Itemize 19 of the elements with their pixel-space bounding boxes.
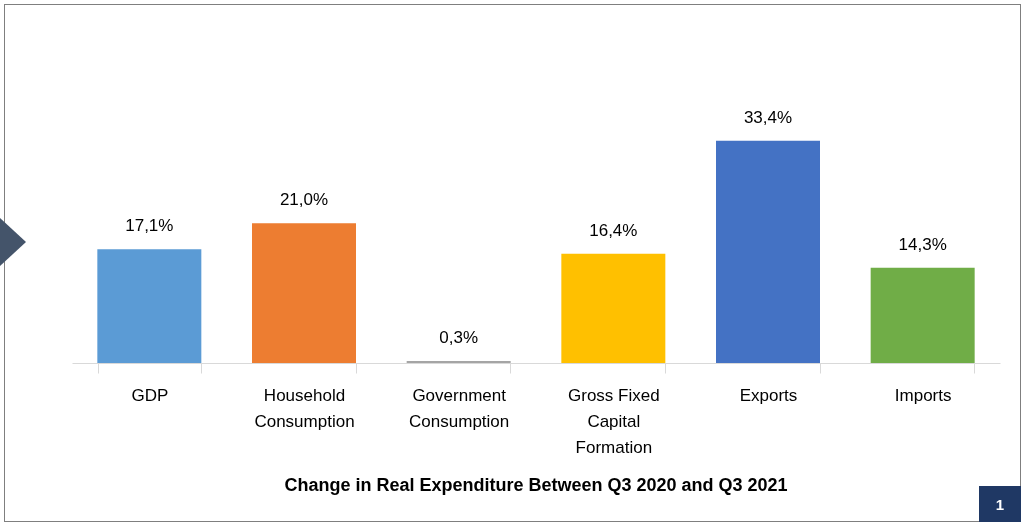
- data-label: 21,0%: [279, 190, 329, 210]
- data-label: 14,3%: [898, 234, 947, 254]
- text: 1: [979, 486, 1021, 522]
- bar: [870, 267, 975, 363]
- x-tick-label: Government Consumption: [409, 385, 510, 431]
- text: Change in Real Expenditure Between Q3 2020 and Q3 2021: [284, 475, 788, 495]
- data-label: 33,4%: [743, 107, 793, 127]
- data-label: 16,4%: [589, 220, 638, 240]
- data-label: 17,1%: [125, 216, 174, 236]
- x-tick-label: Imports: [894, 385, 952, 405]
- x-tick-label: Exports: [739, 385, 798, 405]
- bar: [252, 223, 356, 363]
- bar: [561, 253, 666, 363]
- x-tick-label: Household Consumption: [254, 385, 355, 431]
- x-tick-label: Gross Fixed Capital Formation: [568, 385, 660, 457]
- bar: [716, 140, 820, 363]
- bar: [97, 249, 202, 363]
- data-label: 0,3%: [439, 328, 479, 347]
- x-tick-label: GDP: [131, 385, 169, 405]
